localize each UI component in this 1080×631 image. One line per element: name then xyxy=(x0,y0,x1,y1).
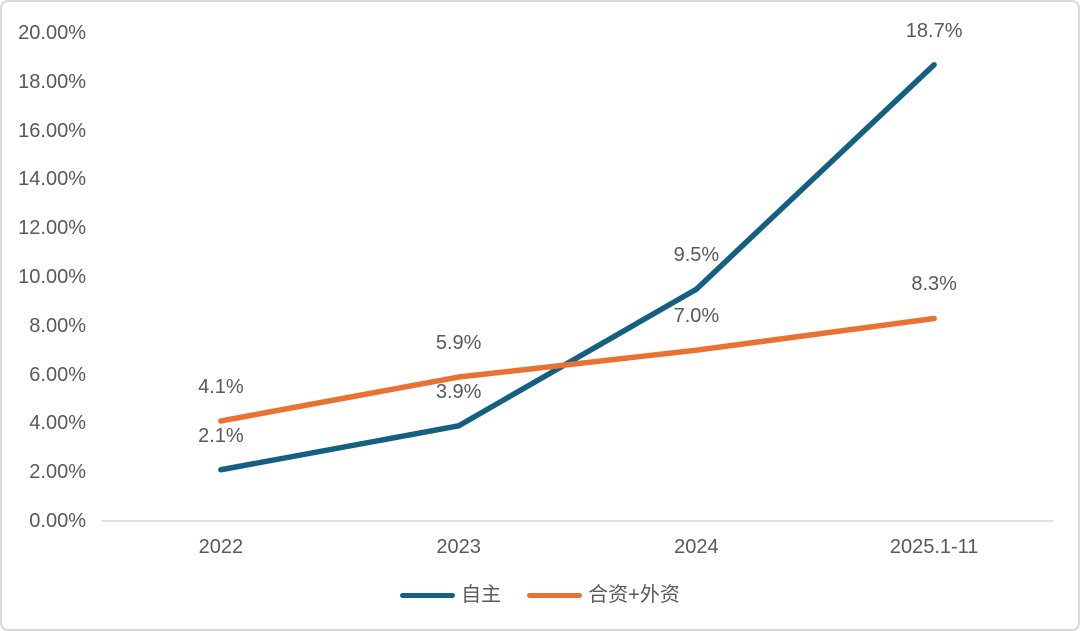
y-tick-label: 2.00% xyxy=(29,461,86,484)
legend-item-1: 合资+外资 xyxy=(527,582,680,608)
y-tick-label: 4.00% xyxy=(29,412,86,435)
legend-item-0: 自主 xyxy=(400,582,501,608)
chart-legend: 自主 合资+外资 xyxy=(2,582,1078,608)
data-label: 4.1% xyxy=(198,375,244,398)
series-line-1 xyxy=(218,315,937,424)
y-tick-label: 12.00% xyxy=(18,217,86,240)
series-line-0 xyxy=(218,61,937,473)
y-tick-label: 10.00% xyxy=(18,266,86,288)
y-tick-label: 8.00% xyxy=(29,314,86,337)
data-label: 5.9% xyxy=(435,332,482,355)
y-tick-label: 14.00% xyxy=(18,168,86,191)
y-tick-label: 0.00% xyxy=(29,510,86,532)
data-label: 18.7% xyxy=(905,19,963,42)
legend-label: 合资+外资 xyxy=(588,584,680,606)
x-tick-label: 2023 xyxy=(436,536,481,558)
y-tick-label: 20.00% xyxy=(18,22,86,44)
x-tick-label: 2024 xyxy=(674,536,719,558)
legend-label: 自主 xyxy=(461,584,502,606)
y-tick-label: 18.00% xyxy=(18,70,86,93)
data-label: 7.0% xyxy=(673,305,720,328)
data-label: 3.9% xyxy=(435,380,482,403)
y-tick-label: 6.00% xyxy=(29,363,86,386)
data-label: 9.5% xyxy=(673,244,720,267)
x-tick-label: 2025.1-11 xyxy=(889,536,979,558)
x-tick-label: 2022 xyxy=(198,536,244,558)
legend-line-swatch xyxy=(400,592,456,598)
data-label: 8.3% xyxy=(911,273,957,296)
data-label: 2.1% xyxy=(198,424,244,447)
y-tick-label: 16.00% xyxy=(18,119,86,142)
legend-line-swatch xyxy=(527,592,583,598)
